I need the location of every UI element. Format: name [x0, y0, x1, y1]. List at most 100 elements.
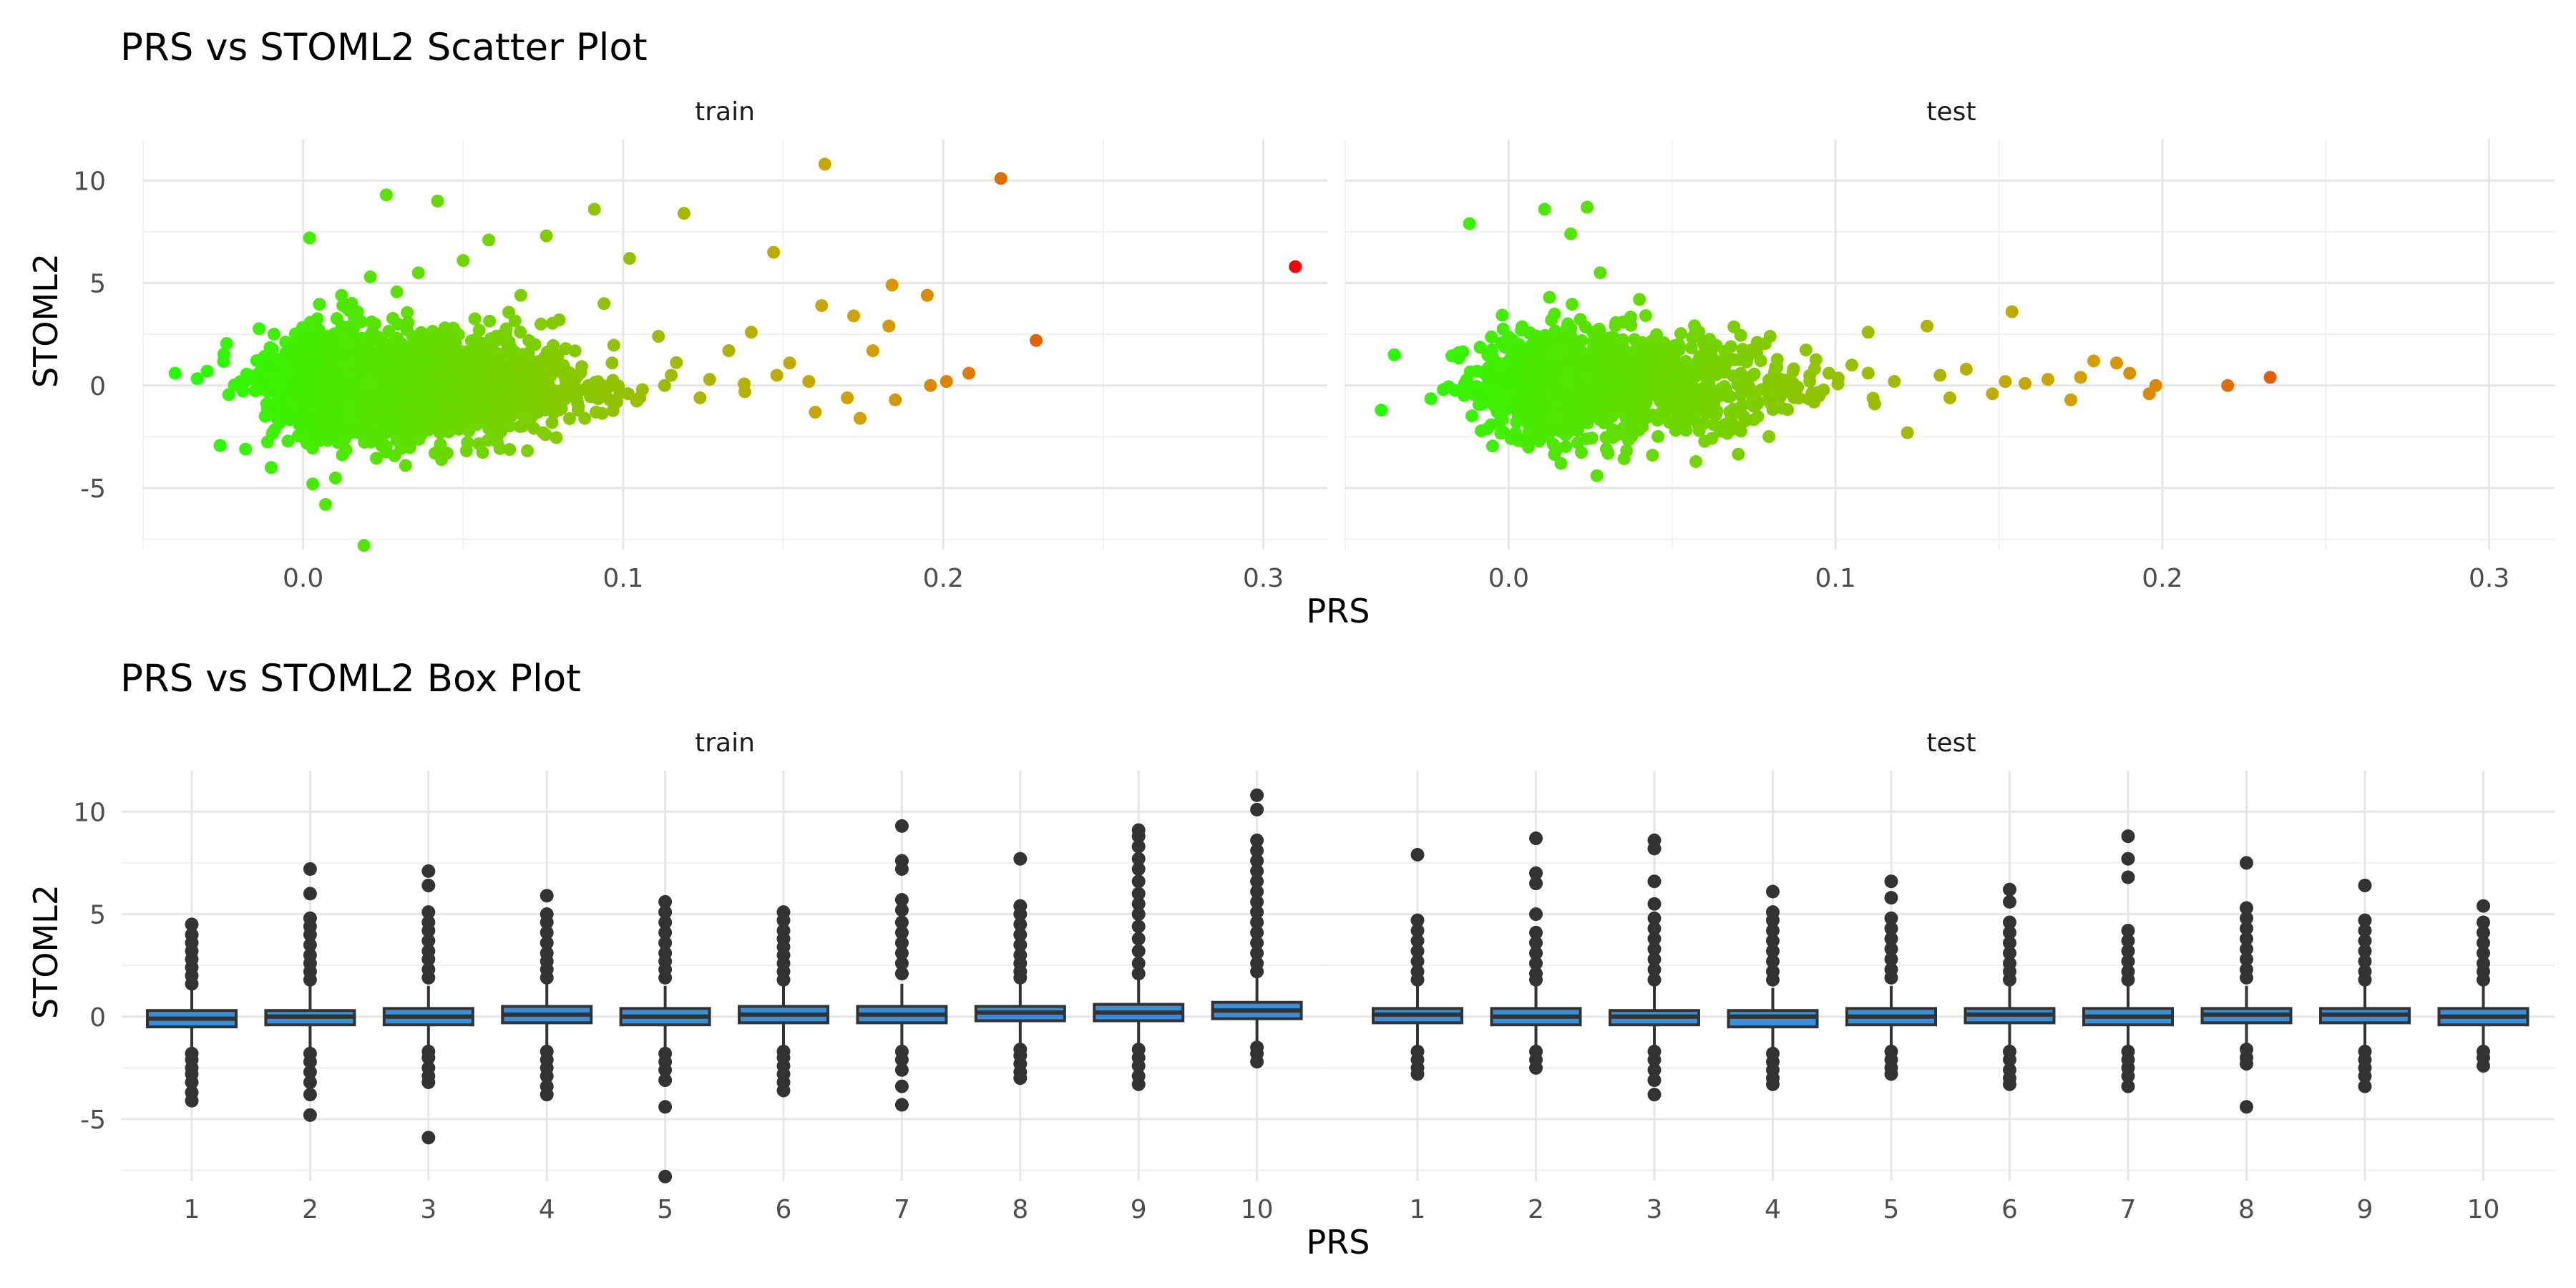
- scatter-point: [311, 413, 325, 426]
- scatter-point: [1537, 404, 1551, 418]
- box-outlier: [1529, 1060, 1543, 1075]
- scatter-point: [1706, 366, 1719, 380]
- scatter-point: [386, 312, 399, 326]
- box-outlier: [2477, 915, 2490, 930]
- box-outlier: [1884, 1067, 1898, 1081]
- scatter-point: [1481, 348, 1495, 362]
- scatter-point: [1530, 329, 1543, 343]
- scatter-point: [1530, 386, 1543, 399]
- scatter-point: [1559, 440, 1573, 454]
- scatter-point: [392, 430, 406, 444]
- scatter-point: [339, 443, 353, 457]
- box-outlier: [1250, 874, 1264, 889]
- scatter-point: [1496, 308, 1509, 322]
- scatter-point: [513, 364, 527, 378]
- scatter-point: [303, 351, 316, 364]
- box-outlier: [421, 923, 436, 937]
- scatter-point: [267, 328, 280, 341]
- scatter-point: [1592, 322, 1606, 336]
- scatter-point: [248, 384, 262, 398]
- scatter-point: [1564, 227, 1578, 240]
- scatter-point: [595, 406, 609, 420]
- box-outlier: [2358, 1069, 2372, 1083]
- box-outlier: [2358, 954, 2372, 968]
- scatter-point: [399, 459, 412, 472]
- scatter-point: [1747, 413, 1760, 426]
- scatter-point: [2005, 305, 2019, 318]
- box-outlier: [2121, 1079, 2135, 1093]
- scatter-point: [1775, 401, 1789, 415]
- scatter-point: [1475, 396, 1488, 410]
- box-outlier: [2003, 1053, 2016, 1067]
- scatter-point: [364, 270, 377, 283]
- box-outlier: [1647, 952, 1662, 967]
- scatter-point: [1692, 325, 1706, 338]
- scatter-title: PRS vs STOML2 Scatter Plot: [120, 26, 648, 69]
- x-tick-label: 9: [2357, 1195, 2373, 1224]
- scatter-point: [1588, 345, 1601, 358]
- scatter-point: [431, 194, 444, 208]
- scatter-point: [466, 391, 479, 404]
- x-tick-label: 3: [420, 1195, 436, 1224]
- box-outlier: [2477, 1059, 2490, 1073]
- scatter-point: [332, 376, 346, 390]
- scatter-point: [1485, 330, 1498, 343]
- box-outlier: [421, 1050, 436, 1065]
- scatter-point: [1567, 391, 1581, 405]
- x-tick-label: 0.2: [923, 564, 964, 593]
- scatter-point: [1684, 341, 1698, 355]
- scatter-point: [470, 350, 484, 364]
- box-outlier: [421, 934, 436, 948]
- box-outlier: [1884, 932, 1898, 946]
- scatter-point: [482, 233, 496, 247]
- scatter-point: [376, 415, 390, 429]
- scatter-point: [1959, 362, 1973, 376]
- box-outlier: [421, 905, 436, 919]
- y-tick-label: 10: [73, 798, 106, 827]
- box-outlier: [2121, 829, 2135, 844]
- scatter-point: [1565, 353, 1579, 366]
- scatter-point: [386, 406, 399, 420]
- scatter-point: [1550, 423, 1563, 436]
- box-outlier: [2240, 911, 2253, 925]
- scatter-point: [330, 312, 343, 326]
- scatter-point: [1543, 291, 1556, 304]
- scatter-point: [1437, 383, 1450, 396]
- box-outlier: [1647, 874, 1662, 889]
- scatter-point: [525, 360, 538, 374]
- box-outlier: [658, 925, 673, 940]
- scatter-point: [379, 445, 393, 459]
- box-outlier: [1250, 905, 1264, 919]
- box-outlier: [1884, 922, 1898, 936]
- scatter-point: [1634, 363, 1648, 376]
- scatter-point: [364, 327, 378, 341]
- box-outlier: [2358, 878, 2372, 892]
- box-outlier: [1647, 932, 1662, 946]
- box-outlier: [658, 1073, 673, 1088]
- scatter-point: [521, 444, 535, 457]
- scatter-point: [1620, 353, 1634, 367]
- scatter-point: [1674, 361, 1688, 374]
- scatter-point: [345, 296, 358, 310]
- box-outlier: [1131, 1059, 1146, 1073]
- x-tick-label: 7: [2120, 1195, 2137, 1224]
- box-outlier: [658, 905, 673, 919]
- scatter-point: [1554, 357, 1568, 371]
- scatter-point: [1616, 333, 1629, 346]
- scatter-point: [1665, 416, 1679, 429]
- x-tick-label: 7: [894, 1195, 910, 1224]
- scatter-point: [1809, 353, 1823, 366]
- scatter-point: [301, 413, 315, 426]
- y-tick-label: 5: [89, 270, 106, 299]
- x-tick-label: 2: [302, 1195, 318, 1224]
- box-outlier: [2121, 852, 2135, 866]
- scatter-point: [558, 392, 572, 406]
- scatter-point: [1473, 341, 1487, 354]
- scatter-point: [1617, 452, 1631, 465]
- scatter-point: [1594, 266, 1607, 280]
- scatter-point: [597, 297, 611, 311]
- scatter-point: [567, 384, 580, 397]
- y-tick-label: -5: [80, 1106, 106, 1135]
- scatter-point: [1769, 361, 1782, 374]
- box-outlier: [776, 1083, 791, 1098]
